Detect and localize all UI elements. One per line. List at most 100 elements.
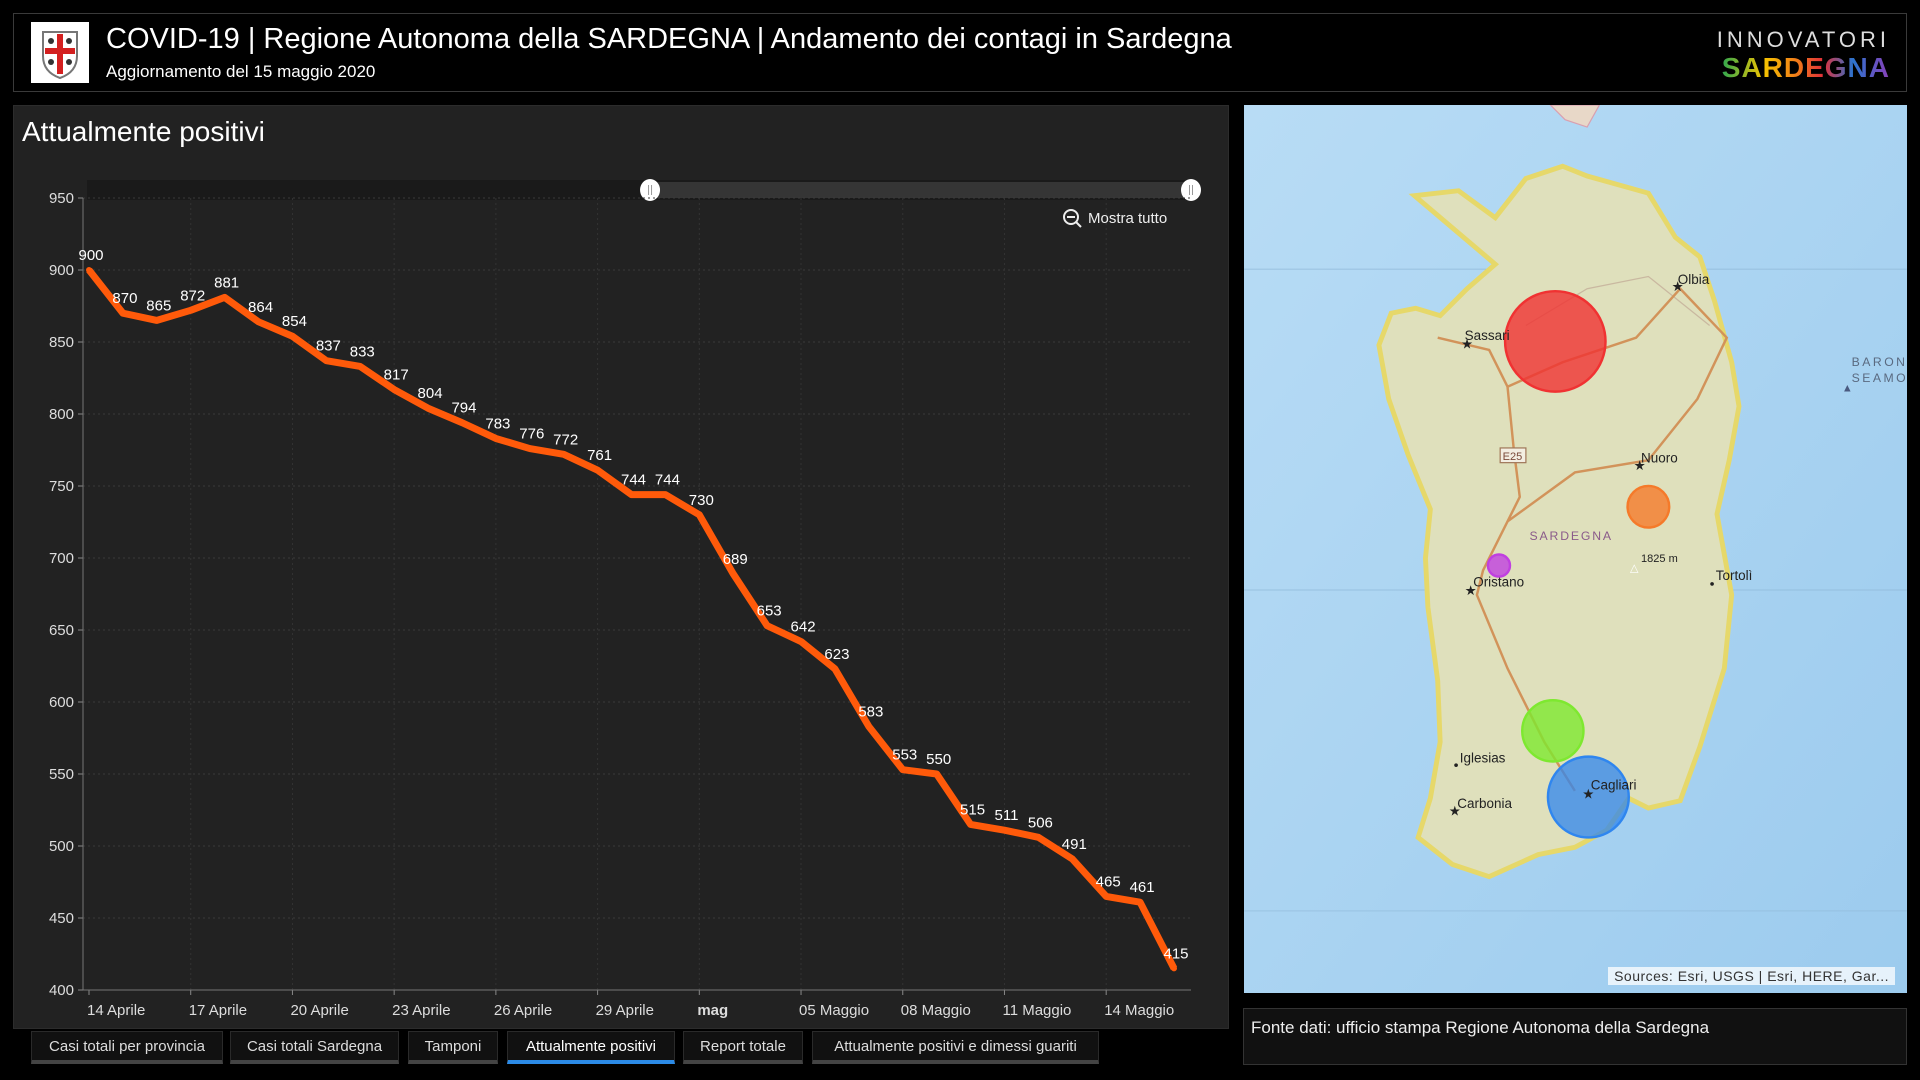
update-date: Aggiornamento del 15 maggio 2020	[106, 62, 376, 81]
tab-casi-totali-sardegna[interactable]: Casi totali Sardegna	[230, 1031, 399, 1064]
tab-casi-totali-provincia[interactable]: Casi totali per provincia	[31, 1031, 223, 1064]
show-all-button[interactable]: Mostra tutto	[1062, 208, 1167, 228]
x-tick-label: 17 Aprile	[189, 1002, 247, 1019]
data-label: 833	[350, 343, 375, 360]
data-point[interactable]	[153, 317, 160, 324]
data-point[interactable]	[933, 771, 940, 777]
star-icon: ★	[1582, 786, 1594, 801]
road-shield	[1499, 447, 1527, 464]
data-point[interactable]	[865, 723, 872, 730]
x-tick-label: 08 Maggio	[901, 1002, 971, 1019]
peak-icon: △	[1630, 563, 1639, 575]
map-view[interactable]: ★ Sassari ★ Olbia ★ Nuoro ★ Oristano Tor…	[1244, 105, 1907, 993]
star-icon: ★	[1634, 458, 1646, 473]
data-label: 864	[248, 299, 273, 316]
peak-label: 1825 m	[1641, 553, 1678, 565]
y-tick-label: 800	[49, 406, 74, 423]
data-point[interactable]	[458, 419, 465, 426]
data-point[interactable]	[425, 405, 432, 412]
source-text: Fonte dati: ufficio stampa Regione Auton…	[1251, 1018, 1710, 1037]
series-line-attualmente-positivi	[86, 267, 1178, 970]
tab-report-totale[interactable]: Report totale	[683, 1031, 803, 1064]
bubble-sassari[interactable]	[1503, 289, 1607, 393]
tab-attualmente-positivi[interactable]: Attualmente positivi	[507, 1031, 675, 1064]
data-point[interactable]	[831, 665, 838, 672]
range-slider-selection[interactable]	[650, 182, 1191, 198]
data-label: 415	[1163, 945, 1188, 962]
data-point[interactable]	[662, 491, 669, 498]
y-tick-label: 600	[49, 694, 74, 711]
data-point[interactable]	[1137, 899, 1144, 906]
data-point[interactable]	[628, 491, 635, 498]
data-point[interactable]	[255, 318, 262, 325]
data-point[interactable]	[357, 363, 364, 370]
data-point[interactable]	[1035, 834, 1042, 841]
data-point[interactable]	[730, 570, 737, 577]
data-label: 865	[146, 297, 171, 314]
data-point[interactable]	[391, 386, 398, 393]
map-attribution: Sources: Esri, USGS | Esri, HERE, Gar...	[1608, 967, 1895, 985]
data-label: 761	[587, 447, 612, 464]
data-point[interactable]	[492, 435, 499, 442]
range-slider-handle[interactable]	[640, 179, 661, 201]
data-label: 744	[655, 472, 680, 489]
bubble-oristano[interactable]	[1486, 553, 1512, 578]
data-label: 794	[451, 400, 476, 417]
data-point[interactable]	[764, 622, 771, 629]
city-label-oristano: Oristano	[1473, 574, 1524, 589]
tab-tamponi[interactable]: Tamponi	[408, 1031, 498, 1064]
x-tick-label: 26 Aprile	[494, 1002, 552, 1019]
star-icon: ★	[1461, 337, 1473, 352]
data-point[interactable]	[187, 307, 194, 314]
data-label: 870	[112, 290, 137, 307]
data-point[interactable]	[86, 267, 92, 273]
shield-icon	[42, 30, 78, 79]
x-tick-label: mag	[697, 1002, 728, 1019]
zoom-out-icon	[1063, 209, 1082, 228]
data-label: 583	[858, 703, 883, 720]
data-label: 623	[824, 646, 849, 663]
data-point[interactable]	[899, 766, 906, 773]
data-label: 491	[1062, 836, 1087, 853]
y-tick-label: 750	[49, 478, 74, 495]
data-point[interactable]	[323, 357, 330, 364]
data-point[interactable]	[1103, 893, 1110, 900]
x-tick-label: 14 Aprile	[87, 1002, 145, 1019]
data-label: 783	[485, 415, 510, 432]
star-icon: ★	[1672, 279, 1684, 294]
data-point[interactable]	[526, 445, 533, 452]
city-label-tortoli: Tortolì	[1716, 568, 1753, 583]
data-point[interactable]	[560, 451, 567, 458]
road-label: E25	[1503, 451, 1523, 463]
data-point[interactable]	[1001, 827, 1008, 834]
city-dot	[1454, 763, 1458, 768]
data-point[interactable]	[221, 294, 228, 301]
city-label-olbia: Olbia	[1678, 272, 1710, 287]
data-point[interactable]	[798, 638, 805, 645]
sardinia-map[interactable]: ★ Sassari ★ Olbia ★ Nuoro ★ Oristano Tor…	[1244, 105, 1907, 993]
city-label-sassari: Sassari	[1465, 328, 1510, 343]
x-tick-label: 11 Maggio	[1002, 1002, 1071, 1019]
bubble-sud-sardegna[interactable]	[1520, 699, 1585, 763]
data-point[interactable]	[594, 467, 601, 474]
data-point[interactable]	[967, 821, 974, 828]
data-label: 776	[519, 426, 544, 443]
y-tick-label: 450	[49, 910, 74, 927]
bubble-nuoro[interactable]	[1626, 484, 1671, 529]
tab-positivi-dimessi-guariti[interactable]: Attualmente positivi e dimessi guariti	[812, 1031, 1099, 1064]
city-label-iglesias: Iglesias	[1460, 751, 1506, 766]
data-point[interactable]	[119, 310, 126, 317]
data-label: 465	[1096, 873, 1121, 890]
bubble-cagliari[interactable]	[1546, 755, 1631, 839]
range-slider-handle[interactable]	[1181, 179, 1201, 201]
data-point[interactable]	[1069, 855, 1076, 862]
data-label: 511	[995, 807, 1019, 824]
data-point[interactable]	[1171, 965, 1177, 972]
star-icon: ★	[1449, 803, 1461, 818]
data-label: 553	[892, 747, 917, 764]
data-point[interactable]	[289, 333, 296, 340]
data-label: 550	[926, 751, 951, 768]
data-point[interactable]	[696, 511, 703, 518]
brand-logo-bottom: SARDEGNA	[1721, 52, 1890, 83]
y-tick-label: 650	[49, 622, 74, 639]
